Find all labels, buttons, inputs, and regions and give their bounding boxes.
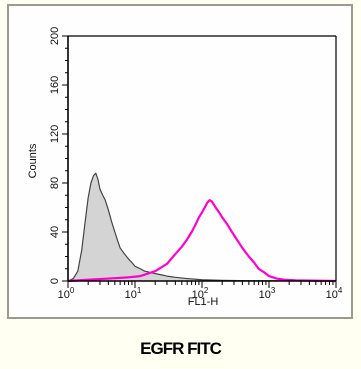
series-0-line xyxy=(67,172,337,282)
plot-area xyxy=(67,35,337,283)
figure-caption: EGFR FITC xyxy=(140,339,222,358)
x-tick-exponent: 3 xyxy=(271,286,276,295)
y-tick-label: 160 xyxy=(49,76,61,94)
x-tick-base: 10 xyxy=(125,289,137,301)
x-tick-label: 101 xyxy=(125,286,142,301)
x-axis: 100 101 102 103 104 xyxy=(58,280,343,301)
y-tick-label: 0 xyxy=(49,278,61,284)
y-tick-label: 120 xyxy=(49,125,61,143)
x-tick-label: 100 xyxy=(58,286,75,301)
x-tick-base: 10 xyxy=(259,289,271,301)
x-axis-label: FL1-H xyxy=(188,296,219,308)
y-tick-label: 200 xyxy=(49,27,61,45)
x-tick-label: 104 xyxy=(326,286,343,301)
x-tick-base: 10 xyxy=(192,289,204,301)
chart-frame xyxy=(7,4,353,319)
x-tick-exponent: 4 xyxy=(338,286,343,295)
y-tick-label: 40 xyxy=(49,226,61,238)
x-tick-exponent: 2 xyxy=(204,286,209,295)
x-tick-label: 102 xyxy=(192,286,209,301)
y-axis: 0 40 80 120 160 200 xyxy=(49,27,69,284)
x-tick-exponent: 1 xyxy=(137,286,142,295)
y-tick-label: 80 xyxy=(49,177,61,189)
x-tick-label: 103 xyxy=(259,286,276,301)
x-tick-exponent: 0 xyxy=(70,286,75,295)
x-tick-base: 10 xyxy=(326,289,338,301)
y-axis-label: Counts xyxy=(27,143,39,178)
series-0-area xyxy=(68,173,336,281)
x-tick-base: 10 xyxy=(58,289,70,301)
series-1-line xyxy=(67,199,337,283)
